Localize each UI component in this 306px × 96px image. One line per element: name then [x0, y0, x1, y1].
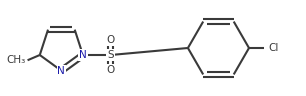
Text: O: O	[106, 35, 115, 45]
Text: O: O	[106, 65, 115, 75]
Text: Cl: Cl	[268, 43, 278, 53]
Text: N: N	[79, 50, 87, 60]
Text: S: S	[107, 50, 114, 60]
Text: N: N	[58, 66, 65, 76]
Text: CH₃: CH₃	[6, 55, 25, 65]
